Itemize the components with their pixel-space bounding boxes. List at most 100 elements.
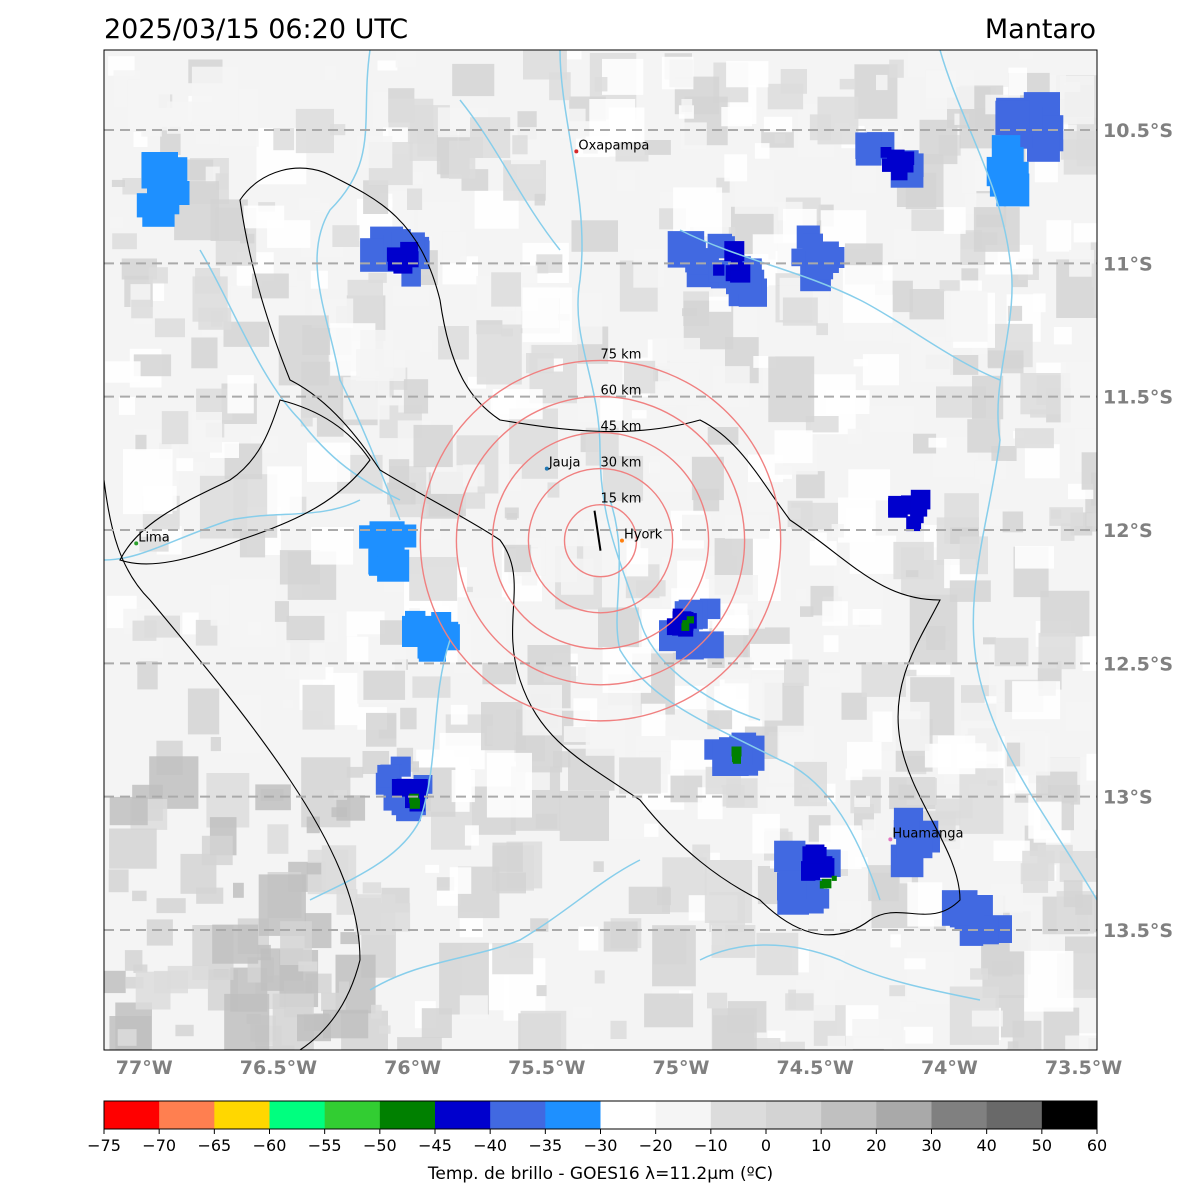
- cloud-block: [267, 824, 289, 854]
- cloud-block: [850, 776, 881, 814]
- cloud-block: [970, 968, 989, 980]
- cloud-block: [809, 541, 837, 566]
- convective-cell: [414, 786, 426, 797]
- cloud-block: [132, 890, 147, 902]
- cloud-block: [363, 180, 389, 214]
- cloud-block: [594, 970, 605, 984]
- cloud-block: [110, 217, 123, 229]
- convective-cell: [997, 147, 1024, 174]
- cloud-block: [774, 461, 797, 475]
- cloud-block: [536, 254, 563, 273]
- cloud-block: [504, 507, 519, 519]
- cloud-block: [727, 1001, 767, 1033]
- cloud-block: [139, 536, 169, 552]
- cloud-block: [392, 285, 430, 307]
- cloud-block: [974, 460, 1007, 479]
- cloud-block: [302, 684, 335, 730]
- cloud-block: [1008, 67, 1027, 96]
- cloud-block: [500, 464, 522, 492]
- cloud-block: [957, 743, 987, 769]
- lat-tick-label: 10.5°S: [1103, 120, 1173, 142]
- colorbar-segment: [545, 1101, 601, 1129]
- cloud-block: [530, 918, 549, 932]
- cloud-block: [712, 366, 750, 408]
- cloud-block: [649, 455, 690, 493]
- convective-cell: [417, 639, 437, 659]
- cloud-block: [216, 694, 262, 753]
- cloud-block: [1060, 139, 1097, 160]
- colorbar-segment: [821, 1101, 877, 1129]
- convective-cell: [724, 241, 745, 262]
- convective-cells: [136, 92, 1064, 946]
- river: [104, 499, 361, 561]
- cloud-block: [143, 126, 160, 137]
- cloud-block: [724, 154, 748, 182]
- cloud-block: [782, 297, 818, 326]
- cloud-block: [407, 188, 423, 210]
- cloud-block: [602, 647, 652, 693]
- basin-boundary: [104, 479, 361, 1050]
- cloud-block: [925, 69, 975, 109]
- cloud-block: [117, 1029, 137, 1046]
- cloud-block: [641, 703, 666, 736]
- cloud-block: [251, 273, 289, 299]
- range-ring-label: 15 km: [601, 492, 642, 507]
- cloud-block: [615, 142, 649, 162]
- cloud-block: [984, 696, 997, 704]
- cloud-block: [707, 992, 728, 1009]
- cloud-block: [721, 107, 752, 127]
- cloud-block: [300, 408, 313, 427]
- cloud-block: [182, 612, 199, 635]
- colorbar-tick-label: 20: [866, 1136, 886, 1155]
- cloud-block: [121, 258, 157, 280]
- cloud-block: [841, 692, 867, 720]
- colorbar-tick-label: −60: [253, 1136, 287, 1155]
- cloud-block: [470, 117, 511, 158]
- cloud-block: [608, 690, 641, 720]
- colorbar-tick-label: 0: [761, 1136, 771, 1155]
- cloud-block: [862, 354, 899, 386]
- cloud-block: [377, 60, 398, 71]
- cloud-block: [1053, 327, 1072, 345]
- cloud-block: [482, 662, 517, 685]
- cloud-block: [397, 1037, 442, 1050]
- cloud-block: [307, 442, 351, 482]
- cloud-block: [125, 976, 144, 989]
- convective-cell: [831, 875, 837, 881]
- cloud-block: [644, 993, 694, 1028]
- cloud-block: [787, 500, 813, 527]
- convective-cell: [686, 616, 694, 624]
- lon-tick-label: 76°W: [384, 1057, 441, 1079]
- lon-tick-label: 76.5°W: [240, 1057, 317, 1079]
- cloud-block: [1065, 701, 1093, 732]
- cloud-block: [108, 869, 129, 893]
- cloud-block: [795, 588, 807, 602]
- cloud-block: [133, 354, 172, 377]
- convective-cell: [141, 152, 178, 189]
- cloud-block: [1040, 590, 1090, 637]
- cloud-block: [201, 835, 233, 866]
- cloud-block: [658, 362, 699, 406]
- rivers-layer: [104, 50, 1097, 1001]
- cloud-block: [451, 770, 475, 803]
- cloud-block: [707, 710, 733, 730]
- cloud-block: [992, 961, 1013, 977]
- cloud-block: [693, 488, 720, 512]
- cloud-block: [310, 270, 328, 289]
- convective-cell: [805, 844, 825, 864]
- range-ring-label: 30 km: [601, 456, 642, 471]
- cloud-block: [633, 248, 664, 288]
- city-marker: [134, 541, 139, 546]
- cloud-block: [959, 536, 988, 575]
- cloud-block: [847, 428, 863, 445]
- city-label: Hyork: [624, 528, 663, 543]
- cloud-block: [900, 1001, 917, 1013]
- cloud-block: [212, 924, 259, 964]
- cloud-block: [273, 128, 295, 151]
- basin-boundary-layer: [104, 167, 961, 1050]
- cloud-block: [492, 943, 534, 975]
- cloud-block: [754, 143, 770, 159]
- colorbar-tick-label: −20: [639, 1136, 673, 1155]
- cloud-block: [1081, 452, 1097, 490]
- cloud-block: [227, 375, 254, 414]
